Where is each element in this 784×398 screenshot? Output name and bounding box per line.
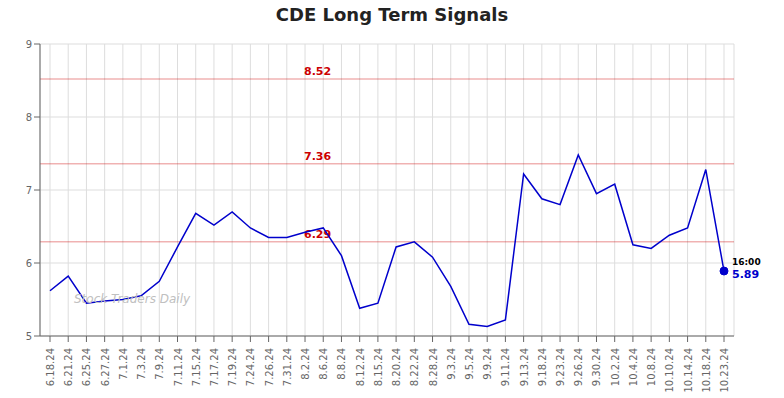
svg-text:9.30.24: 9.30.24	[591, 348, 602, 386]
svg-text:7.17.24: 7.17.24	[209, 348, 220, 386]
svg-text:9.11.24: 9.11.24	[500, 348, 511, 386]
svg-text:6.18.24: 6.18.24	[45, 348, 56, 386]
svg-text:6.25.24: 6.25.24	[81, 348, 92, 386]
svg-text:10.14.24: 10.14.24	[683, 348, 694, 393]
svg-text:8.28.24: 8.28.24	[428, 348, 439, 386]
svg-text:10.23.24: 10.23.24	[719, 348, 730, 393]
svg-text:7.36: 7.36	[304, 150, 331, 163]
svg-text:10.2.24: 10.2.24	[610, 348, 621, 386]
svg-text:9.13.24: 9.13.24	[519, 348, 530, 386]
svg-text:6.29: 6.29	[304, 227, 332, 241]
svg-text:5.89: 5.89	[732, 268, 759, 281]
svg-text:9.9.24: 9.9.24	[482, 348, 493, 380]
svg-text:10.4.24: 10.4.24	[628, 348, 639, 386]
html-text:CDE Long Term Signals: CDE Long Term Signals	[275, 4, 509, 25]
svg-text:10.10.24: 10.10.24	[664, 348, 675, 393]
svg-text:7.11.24: 7.11.24	[173, 348, 184, 386]
svg-text:8.8.24: 8.8.24	[336, 348, 347, 380]
svg-text:7: 7	[26, 185, 32, 196]
svg-text:9: 9	[26, 39, 32, 50]
svg-text:7.15.24: 7.15.24	[191, 348, 202, 386]
svg-text:7.1.24: 7.1.24	[118, 348, 129, 380]
svg-text:5: 5	[26, 331, 32, 342]
svg-text:9.3.24: 9.3.24	[446, 348, 457, 380]
svg-text:8.52: 8.52	[304, 65, 331, 78]
svg-text:9.26.24: 9.26.24	[573, 348, 584, 386]
svg-text:8.20.24: 8.20.24	[391, 348, 402, 386]
svg-text:7.26.24: 7.26.24	[264, 348, 275, 386]
svg-text:7.3.24: 7.3.24	[136, 348, 147, 380]
svg-text:6: 6	[26, 258, 32, 269]
svg-text:16:00: 16:00	[732, 257, 761, 267]
svg-text:7.24.24: 7.24.24	[245, 348, 256, 386]
svg-text:8.22.24: 8.22.24	[409, 348, 420, 386]
svg-text:10.18.24: 10.18.24	[701, 348, 712, 393]
svg-text:6.21.24: 6.21.24	[63, 348, 74, 386]
svg-text:8.2.24: 8.2.24	[300, 348, 311, 380]
svg-text:8.15.24: 8.15.24	[373, 348, 384, 386]
svg-text:9.5.24: 9.5.24	[464, 348, 475, 380]
svg-text:8: 8	[26, 112, 32, 123]
svg-text:8.12.24: 8.12.24	[355, 348, 366, 386]
svg-text:6.27.24: 6.27.24	[100, 348, 111, 386]
svg-text:7.9.24: 7.9.24	[154, 348, 165, 380]
svg-text:10.8.24: 10.8.24	[646, 348, 657, 386]
svg-text:7.19.24: 7.19.24	[227, 348, 238, 386]
svg-text:7.31.24: 7.31.24	[282, 348, 293, 386]
svg-text:8.6.24: 8.6.24	[318, 348, 329, 380]
html-text:Stock Traders Daily: Stock Traders Daily	[74, 292, 191, 306]
svg-text:9.18.24: 9.18.24	[537, 348, 548, 386]
svg-text:9.23.24: 9.23.24	[555, 348, 566, 386]
